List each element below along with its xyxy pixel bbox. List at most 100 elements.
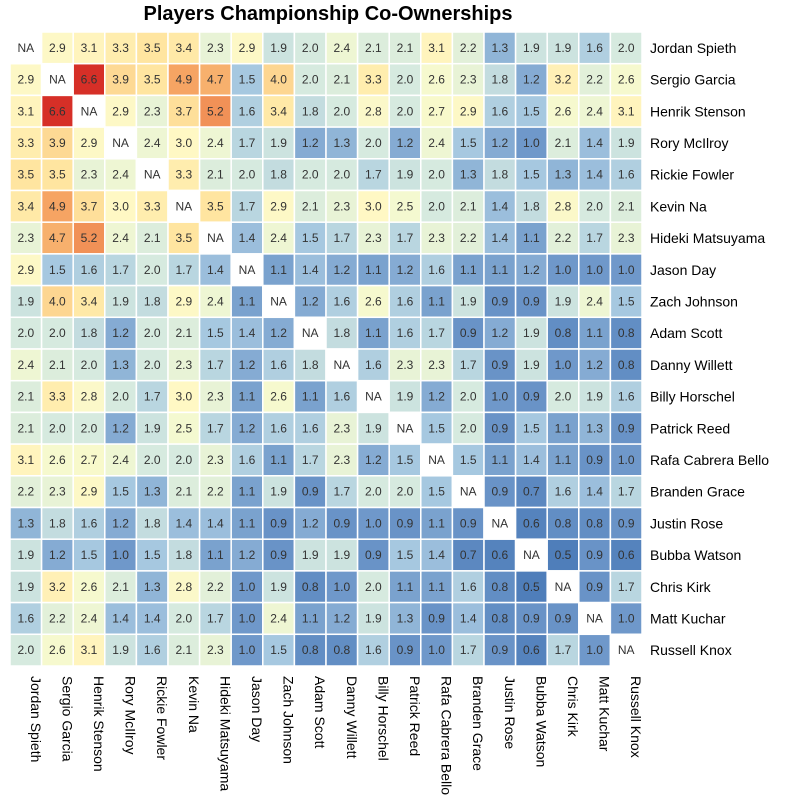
cell-value-label: 1.2 (491, 326, 508, 340)
cell-value-label: 2.0 (333, 104, 350, 118)
cell-value-label: 1.5 (112, 485, 129, 499)
cell-value-label: 2.8 (555, 199, 572, 213)
cell-value-label: 2.4 (270, 611, 287, 625)
cell-value-label: 1.5 (81, 548, 98, 562)
cell-value-label: 1.7 (618, 580, 635, 594)
heatmap-cell (167, 570, 201, 604)
cell-value-label: 2.8 (175, 580, 192, 594)
heatmap-cell (104, 601, 138, 636)
heatmap-cell (420, 253, 454, 287)
cell-value-label: NA (17, 41, 34, 55)
cell-value-label: 0.9 (491, 421, 508, 435)
cell-value-label: 1.7 (175, 263, 192, 277)
cell-value-label: 3.5 (17, 168, 34, 182)
cell-value-label: 0.9 (491, 643, 508, 657)
cell-value-label: 3.1 (17, 453, 34, 467)
cell-value-label: 2.9 (81, 485, 98, 499)
cell-value-label: 0.9 (397, 643, 414, 657)
cell-value-label: 1.1 (491, 263, 508, 277)
heatmap-cell (609, 189, 643, 223)
cell-value-label: 3.4 (81, 294, 98, 308)
col-label-chris-kirk: Chris Kirk (565, 676, 581, 738)
heatmap-cell (167, 601, 201, 636)
cell-value-label: 2.3 (207, 643, 224, 657)
cell-value-label: 2.3 (175, 358, 192, 372)
cell-value-label: 1.2 (397, 263, 414, 277)
cell-value-label: 2.1 (175, 485, 192, 499)
cell-value-label: 1.8 (144, 294, 161, 308)
cell-value-label: 1.3 (333, 136, 350, 150)
cell-value-label: 2.1 (618, 199, 635, 213)
cell-value-label: NA (428, 453, 445, 467)
heatmap-cell (293, 284, 327, 319)
cell-value-label: 1.2 (112, 421, 129, 435)
cell-value-label: 2.4 (144, 136, 161, 150)
cell-value-label: 2.6 (428, 73, 445, 87)
cell-value-label: 2.3 (207, 390, 224, 404)
cell-value-label: 3.5 (144, 73, 161, 87)
cell-value-label: NA (333, 358, 350, 372)
cell-value-label: 3.3 (365, 73, 382, 87)
cell-value-label: 1.7 (112, 263, 129, 277)
cell-value-label: 2.0 (302, 168, 319, 182)
cell-value-label: 0.9 (523, 390, 540, 404)
cell-value-label: NA (397, 421, 414, 435)
cell-value-label: 1.6 (239, 104, 256, 118)
cell-value-label: 0.8 (555, 326, 572, 340)
heatmap-cell (72, 475, 106, 509)
cell-value-label: 3.1 (81, 41, 98, 55)
cell-value-label: 1.8 (270, 168, 287, 182)
cell-value-label: 3.3 (175, 168, 192, 182)
cell-value-label: 1.0 (365, 516, 382, 530)
cell-value-label: 1.9 (586, 390, 603, 404)
heatmap-cell (325, 221, 359, 255)
heatmap-cell (609, 348, 643, 382)
cell-value-label: 6.6 (81, 73, 98, 87)
heatmap-cell (578, 379, 612, 414)
cell-value-label: 0.6 (618, 548, 635, 562)
cell-value-label: 2.3 (81, 168, 98, 182)
heatmap-cell (483, 506, 517, 540)
heatmap-cell (388, 94, 422, 128)
heatmap-cell (104, 633, 138, 667)
cell-value-label: 2.6 (365, 294, 382, 308)
cell-value-label: 1.3 (144, 485, 161, 499)
cell-value-label: 0.9 (555, 611, 572, 625)
heatmap-cell (167, 475, 201, 509)
heatmap-cell (388, 253, 422, 287)
heatmap-cell (198, 570, 232, 604)
cell-value-label: 0.8 (618, 358, 635, 372)
cell-value-label: 1.6 (365, 643, 382, 657)
heatmap-cell (420, 316, 454, 350)
heatmap-cell (230, 633, 264, 667)
cell-value-label: 3.1 (81, 643, 98, 657)
heatmap-cell (167, 316, 201, 350)
cell-value-label: 1.7 (239, 199, 256, 213)
cell-value-label: 2.7 (428, 104, 445, 118)
cell-value-label: 1.1 (239, 485, 256, 499)
heatmap-cell (325, 94, 359, 128)
cell-value-label: 1.6 (618, 390, 635, 404)
col-label-sergio-garcia: Sergio Garcia (59, 676, 75, 762)
heatmap-cell (230, 506, 264, 540)
cell-value-label: 1.4 (491, 231, 508, 245)
cell-value-label: NA (207, 231, 224, 245)
heatmap-cell (609, 126, 643, 160)
heatmap-cell (356, 633, 390, 667)
heatmap-cell (104, 126, 138, 160)
heatmap-cell (104, 253, 138, 287)
cell-value-label: 3.5 (175, 231, 192, 245)
cell-value-label: 2.0 (49, 421, 66, 435)
heatmap-cell (451, 94, 485, 128)
cell-value-label: 2.0 (112, 390, 129, 404)
heatmap-cell (72, 538, 106, 572)
cell-value-label: 2.6 (49, 453, 66, 467)
cell-value-label: 2.2 (586, 73, 603, 87)
heatmap-cell (514, 284, 548, 319)
heatmap-cell (198, 221, 232, 255)
cell-value-label: 1.2 (239, 358, 256, 372)
cell-value-label: 0.9 (586, 580, 603, 594)
row-label-zach-johnson: Zach Johnson (650, 293, 738, 309)
heatmap-cell (609, 253, 643, 287)
col-label-jordan-spieth: Jordan Spieth (28, 676, 44, 762)
